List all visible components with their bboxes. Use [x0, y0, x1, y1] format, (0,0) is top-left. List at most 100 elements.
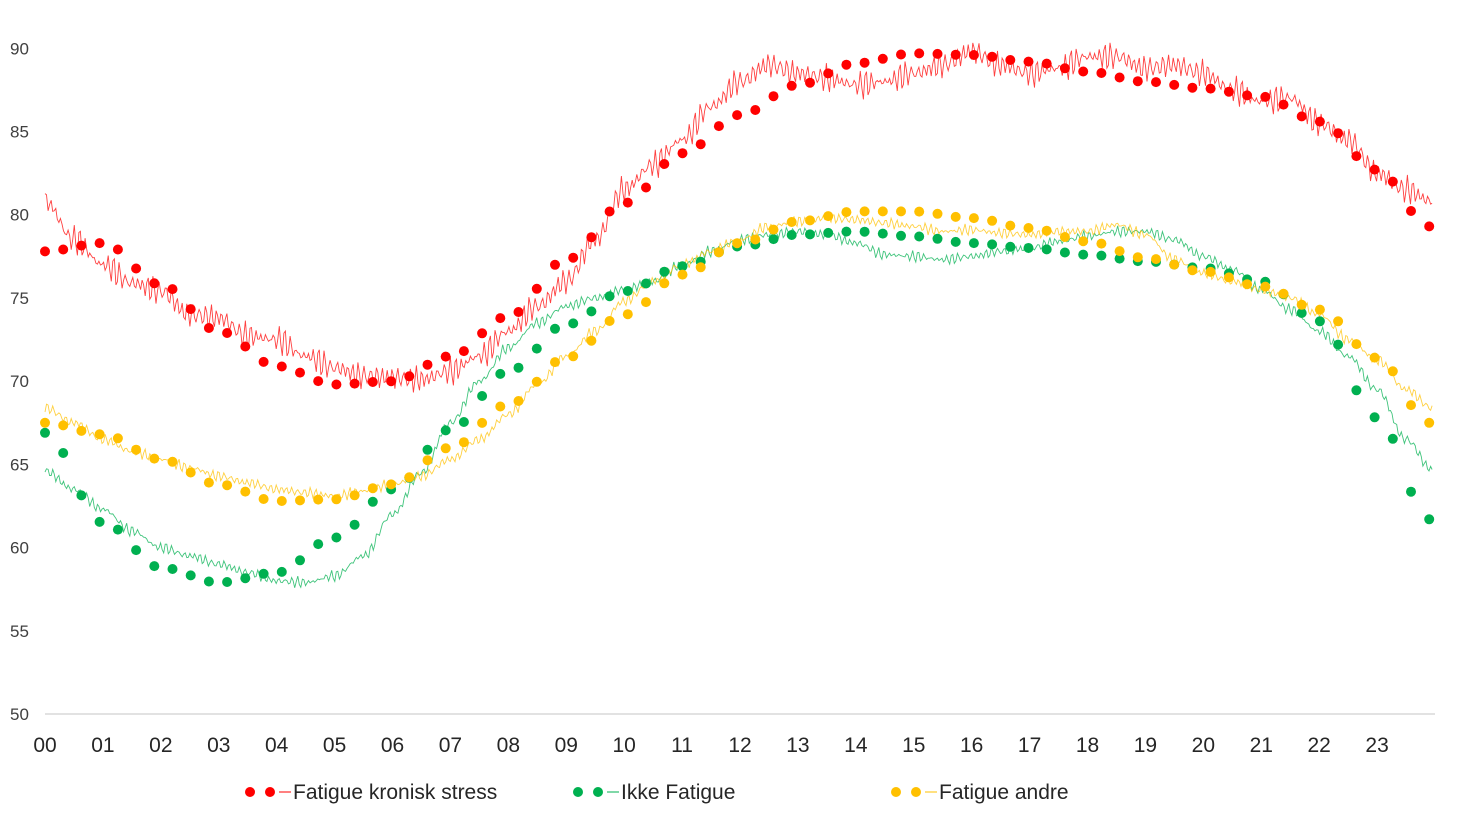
series-trend-marker [586, 232, 597, 243]
series-trend-marker [367, 496, 378, 507]
series-trend-marker [276, 361, 287, 372]
series-trend-marker [1041, 225, 1052, 236]
series-trend-marker [550, 357, 560, 368]
series-trend-marker [659, 159, 670, 169]
series-trend-marker [1260, 91, 1271, 102]
series-trend-marker [1169, 259, 1180, 270]
series-trend-marker [440, 351, 451, 362]
series-trend-marker [295, 495, 305, 506]
series-trend-marker [1242, 279, 1253, 290]
series-trend-marker [386, 479, 397, 490]
x-tick-label: 05 [323, 734, 346, 757]
series-trend-marker [240, 573, 251, 584]
series-trend-marker [112, 244, 123, 255]
series-trend-marker [659, 278, 670, 289]
series-trend-marker [1205, 266, 1216, 277]
series-trend-marker [659, 266, 670, 277]
series-trend-marker [40, 246, 50, 257]
series-trend-marker [477, 391, 488, 401]
series-trend-marker [768, 91, 779, 102]
series-trend-marker [222, 328, 233, 338]
series-trend-marker [968, 213, 979, 224]
series-trend-marker [422, 444, 433, 455]
series-trend-marker [458, 346, 469, 357]
legend-marker [265, 787, 275, 797]
legend-marker [891, 787, 901, 797]
series-trend-marker [458, 417, 469, 427]
series-trend-marker [786, 80, 797, 91]
series-trend-marker [622, 286, 633, 296]
series-trend-marker [149, 278, 160, 289]
series-trend-marker [750, 105, 761, 115]
y-tick-label: 70 [10, 372, 29, 391]
series-trend-marker [331, 379, 342, 390]
series-trend-marker [1260, 281, 1271, 292]
series-trend-marker [222, 480, 233, 491]
series-trend-marker [1114, 253, 1125, 264]
series-trend-marker [550, 259, 560, 270]
series-trend-marker [258, 356, 269, 367]
series-raw-line [44, 42, 1433, 393]
y-tick-label: 75 [10, 289, 29, 308]
series-trend-marker [1132, 252, 1143, 263]
series-trend-marker [896, 49, 906, 60]
series-trend-marker [477, 417, 488, 428]
series-trend-marker [841, 207, 852, 218]
x-tick-label: 04 [265, 734, 289, 757]
x-tick-label: 09 [555, 734, 578, 757]
series-trend-marker [987, 51, 998, 62]
series-trend-marker [1005, 55, 1016, 65]
series-trend-marker [440, 443, 451, 454]
series-trend-marker [58, 448, 69, 458]
series-trend-marker [240, 341, 251, 352]
x-tick-label: 06 [381, 734, 404, 757]
series-trend-marker [94, 516, 105, 527]
series-trend-marker [112, 433, 123, 444]
series-trend-marker [1132, 76, 1143, 87]
series-trend-marker [1078, 66, 1089, 77]
series-trend-marker [1114, 72, 1125, 83]
series-trend-marker [1406, 206, 1416, 216]
series-trend-marker [185, 304, 196, 315]
series-trend-marker [568, 318, 579, 329]
series-trend-marker [276, 566, 287, 577]
series-trend-marker [185, 467, 196, 478]
series-trend-marker [677, 148, 688, 159]
series-trend-marker [932, 48, 943, 59]
series-trend-marker [641, 278, 651, 289]
series-trend-marker [1059, 63, 1070, 74]
x-tick-label: 15 [902, 734, 925, 757]
x-tick-label: 14 [844, 734, 868, 757]
series-trend-marker [805, 77, 815, 88]
series-trend-marker [586, 306, 597, 317]
series-trend-marker [1023, 56, 1034, 67]
series-trend-marker [149, 561, 160, 572]
series-trend-marker [1096, 250, 1107, 261]
y-tick-label: 85 [10, 123, 29, 142]
series-trend-marker [732, 110, 743, 121]
series-trend-marker [94, 429, 105, 440]
series-trend-marker [349, 519, 360, 530]
series-trend-marker [149, 453, 160, 464]
series-trend-marker [1023, 243, 1034, 253]
series-trend-marker [586, 335, 597, 346]
y-axis: 90 85 80 75 70 65 60 55 50 [10, 39, 29, 724]
series-trend-marker [968, 238, 979, 249]
series-trend-marker [914, 231, 925, 242]
series-trend-marker [513, 307, 524, 317]
series-trend-marker [1005, 241, 1016, 252]
legend-marker [245, 787, 255, 797]
series-trend-marker [167, 456, 178, 467]
series-trend-marker [950, 236, 961, 247]
series-trend-marker [58, 420, 69, 431]
series-trend-marker [859, 206, 870, 217]
series-trend-marker [1059, 247, 1070, 258]
series-trend-marker [258, 568, 269, 579]
series-trend-marker [458, 437, 469, 448]
series-trend-marker [932, 233, 943, 244]
series-trend-marker [1314, 304, 1325, 315]
series-trend-marker [349, 490, 360, 501]
series-trend-marker [531, 343, 542, 354]
y-tick-label: 80 [10, 206, 29, 225]
x-tick-label: 17 [1018, 734, 1041, 757]
